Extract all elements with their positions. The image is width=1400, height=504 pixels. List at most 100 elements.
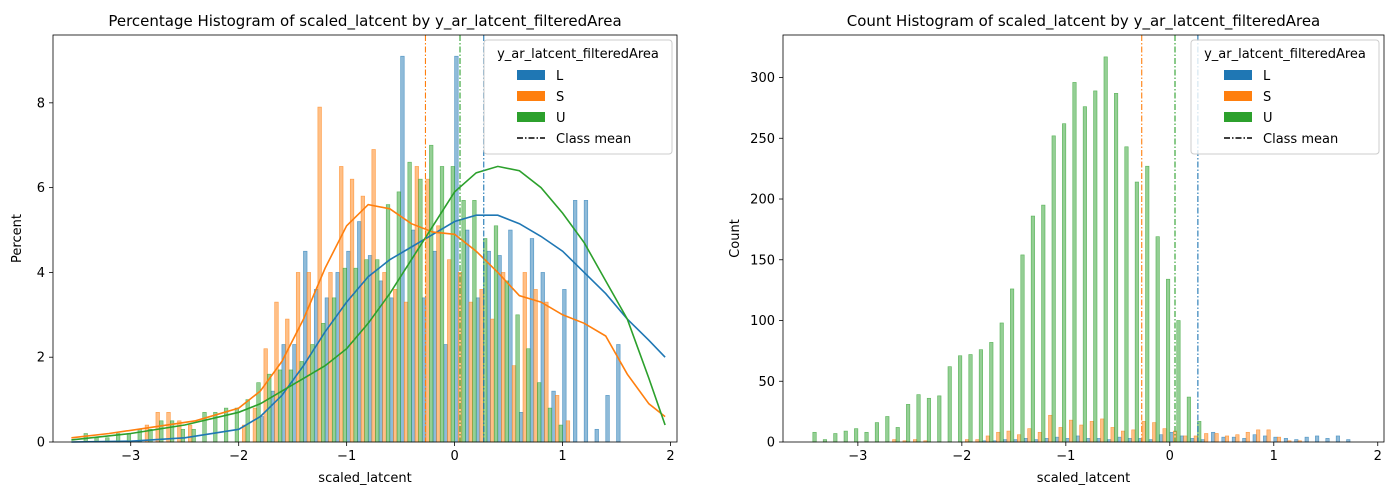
bar-L	[1273, 436, 1278, 443]
legend-swatch-U	[517, 112, 545, 122]
bar-S	[1016, 434, 1022, 443]
bar-L	[1179, 435, 1184, 443]
bar-L	[1325, 438, 1330, 443]
bar-U	[396, 191, 401, 443]
x-tick-label: 1	[1270, 449, 1278, 464]
bar-S	[317, 106, 322, 443]
bar-S	[468, 301, 473, 443]
bar-L	[367, 255, 373, 443]
legend-label-S: S	[556, 90, 564, 105]
bar-S	[1162, 428, 1167, 443]
bar-L	[1315, 435, 1320, 443]
bar-L	[1044, 438, 1049, 443]
bar-L	[1221, 436, 1226, 443]
bar-U	[418, 178, 423, 443]
x-axis-label: scaled_latcent	[318, 471, 411, 486]
bar-U	[1041, 204, 1046, 443]
bar-S	[285, 318, 290, 443]
bar-L	[583, 200, 589, 443]
bar-U	[1186, 396, 1191, 443]
bar-S	[555, 395, 560, 443]
bar-L	[270, 390, 275, 443]
bar-L	[1127, 438, 1132, 443]
legend-title: y_ar_latcent_filteredArea	[497, 47, 659, 62]
bar-U	[299, 361, 304, 443]
bar-L	[1065, 438, 1070, 443]
bar-S	[447, 259, 452, 443]
bar-U	[385, 204, 391, 443]
bar-U	[1030, 215, 1035, 443]
bar-S	[360, 195, 365, 443]
bar-U	[833, 433, 838, 443]
x-axis-label: scaled_latcent	[1037, 471, 1130, 486]
bar-S	[1183, 435, 1188, 443]
bar-S	[479, 289, 484, 443]
bar-S	[382, 272, 387, 443]
legend-swatch-L	[1224, 70, 1252, 80]
bar-U	[916, 394, 921, 443]
bar-L	[303, 250, 308, 443]
bar-S	[544, 301, 549, 443]
bar-L	[1211, 431, 1216, 443]
legend-label-U: U	[1263, 111, 1273, 126]
bar-U	[472, 200, 477, 443]
bar-U	[342, 267, 347, 443]
bar-U	[310, 344, 315, 443]
bar-L	[508, 229, 513, 443]
bar-L	[1055, 436, 1060, 443]
bar-U	[1062, 123, 1067, 443]
bar-U	[812, 431, 817, 443]
bar-U	[1134, 181, 1139, 443]
bar-S	[393, 289, 398, 443]
bar-L	[465, 229, 470, 443]
bar-S	[1037, 431, 1042, 443]
legend: y_ar_latcent_filteredArea LSU Class mean	[1190, 39, 1380, 155]
bar-L	[1023, 438, 1028, 443]
bar-S	[996, 431, 1001, 443]
bar-L	[486, 250, 491, 443]
bar-U	[558, 424, 563, 443]
bar-L	[1263, 435, 1268, 443]
bar-U	[515, 314, 520, 443]
bar-S	[1204, 433, 1209, 443]
bar-U	[1093, 90, 1098, 443]
bar-S	[1193, 435, 1198, 443]
y-tick-label: 0	[767, 436, 775, 451]
bar-S	[403, 301, 409, 443]
bar-U	[1051, 135, 1056, 443]
bar-U	[547, 407, 553, 443]
kde-line-U	[71, 165, 666, 441]
bar-L	[1252, 434, 1257, 443]
legend: y_ar_latcent_filteredArea LSU Class mean	[483, 39, 673, 155]
y-tick-label: 6	[37, 181, 45, 196]
legend-label-S: S	[1263, 90, 1271, 105]
bar-L	[432, 250, 437, 443]
chart-title: Percentage Histogram of scaled_latcent b…	[108, 12, 621, 31]
x-tick-label: 2	[1374, 449, 1382, 464]
bar-S	[985, 435, 990, 443]
bar-U	[999, 322, 1004, 443]
bar-S	[1256, 429, 1261, 443]
bar-L	[1231, 436, 1236, 443]
bar-S	[188, 424, 193, 443]
x-tick-label: 0	[1166, 449, 1174, 464]
bar-S	[1214, 433, 1219, 443]
bar-L	[551, 390, 556, 443]
bar-U	[1020, 254, 1025, 443]
x-tick-label: 2	[666, 449, 674, 464]
bar-L	[605, 395, 610, 443]
bar-S	[371, 149, 376, 443]
bar-S	[533, 289, 538, 443]
bar-S	[425, 178, 430, 443]
x-tick-label: −1	[1056, 449, 1075, 464]
bar-U	[937, 395, 942, 443]
bar-U	[843, 430, 848, 443]
bar-U	[1124, 146, 1129, 443]
bar-S	[1089, 421, 1094, 443]
bar-S	[1068, 419, 1074, 443]
bar-S	[1100, 418, 1105, 443]
y-tick-label: 100	[750, 314, 775, 329]
chart-title: Count Histogram of scaled_latcent by y_a…	[847, 12, 1321, 31]
bar-S	[565, 420, 571, 443]
bar-L	[594, 428, 599, 443]
